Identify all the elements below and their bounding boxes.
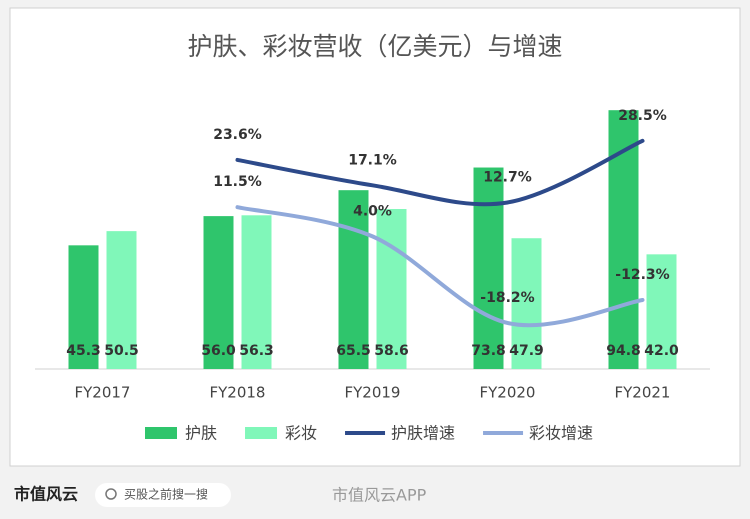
bar [68,245,99,369]
bar [338,190,369,369]
bar [646,254,677,369]
line-label: -12.3% [615,267,669,283]
search-icon [105,488,117,500]
footer-logo: 市值风云 [14,485,78,504]
bar [511,238,542,369]
x-tick-label: FY2019 [345,384,401,402]
bar [106,231,137,369]
bar-label: 56.0 [201,343,236,359]
legend-swatch [245,427,278,439]
bar [203,216,234,369]
bar-label: 47.9 [509,343,544,359]
legend-swatch [145,427,177,439]
line-label: 4.0% [353,203,392,219]
bar-label: 65.5 [336,343,371,359]
line [235,138,645,207]
line [235,205,645,328]
line-label: 23.6% [213,127,262,143]
bar [608,110,639,370]
bar [241,215,272,369]
bar-label: 94.8 [606,343,641,359]
line-label: -18.2% [480,290,534,306]
chart-title: 护肤、彩妆营收（亿美元）与增速 [187,32,562,61]
bar-label: 73.8 [471,343,506,359]
line-label: 28.5% [618,108,667,124]
x-tick-label: FY2017 [75,384,131,402]
bar-label: 42.0 [644,343,679,359]
x-tick-label: FY2021 [615,384,671,402]
legend-label: 护肤增速 [391,424,455,443]
bar [473,167,504,369]
search-text: 买股之前搜一搜 [124,487,208,502]
line-label: 11.5% [213,174,262,190]
line-label: 12.7% [483,169,532,185]
bar-label: 58.6 [374,343,409,359]
bar-label: 56.3 [239,343,274,359]
bar-label: 45.3 [66,343,101,359]
search-box[interactable] [95,483,231,507]
legend-label: 护肤 [185,424,217,443]
bar-label: 50.5 [104,343,139,359]
legend-label: 彩妆 [285,424,317,443]
watermark: 市值风云APP [332,486,427,505]
legend-label: 彩妆增速 [529,424,593,443]
x-tick-label: FY2020 [480,384,536,402]
bar [376,209,407,369]
x-tick-label: FY2018 [210,384,266,402]
line-label: 17.1% [348,152,397,168]
